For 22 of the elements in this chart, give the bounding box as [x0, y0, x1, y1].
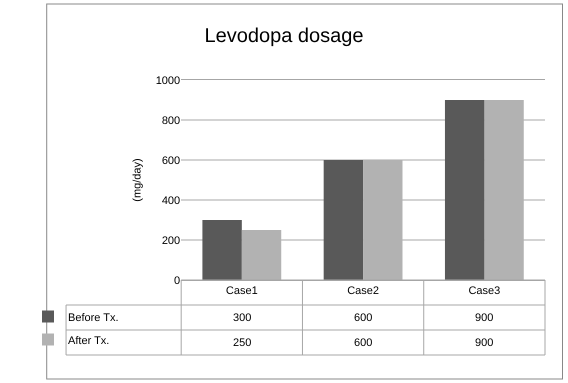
- data-label: 900: [475, 312, 494, 324]
- x-tick-label: Case1: [226, 285, 258, 298]
- y-tick-label: 400: [162, 194, 180, 207]
- legend-label: Before Tx.: [68, 312, 119, 324]
- bar: [202, 220, 242, 280]
- y-tick-label: 200: [162, 234, 180, 247]
- y-tick-label: 600: [162, 154, 180, 167]
- data-label: 300: [233, 312, 252, 324]
- y-tick-label: 1000: [156, 74, 180, 87]
- chart-title: Levodopa dosage: [204, 25, 364, 47]
- y-tick-label: 0: [174, 274, 180, 287]
- bar: [324, 160, 364, 280]
- data-label: 600: [354, 337, 372, 349]
- data-label: 250: [233, 337, 252, 349]
- data-label: 600: [354, 312, 372, 324]
- y-tick-label: 800: [162, 114, 180, 127]
- x-tick-label: Case2: [347, 285, 379, 298]
- x-tick-label: Case3: [468, 285, 500, 298]
- data-label: 900: [475, 337, 494, 349]
- y-axis-title: (mg/day): [131, 158, 144, 202]
- legend-label: After Tx.: [68, 334, 110, 347]
- bar: [444, 100, 484, 280]
